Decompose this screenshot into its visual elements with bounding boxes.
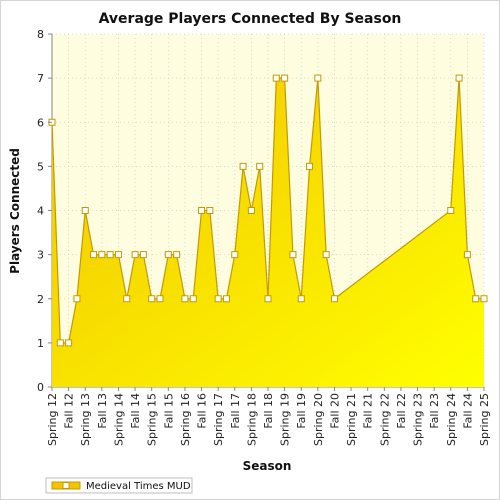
legend-series-label: Medieval Times MUD [86, 481, 191, 492]
data-point-marker [123, 295, 131, 303]
x-tick-label: Spring 16 [179, 393, 192, 446]
x-tick-label: Fall 17 [229, 393, 242, 429]
data-point-marker [65, 339, 73, 347]
data-point-marker [189, 295, 197, 303]
y-tick-label: 2 [37, 293, 44, 306]
data-point-marker [314, 74, 322, 82]
y-tick-label: 6 [37, 116, 44, 129]
x-tick-label: Spring 18 [245, 393, 258, 446]
data-point-marker [114, 251, 122, 259]
y-tick-label: 1 [37, 337, 44, 350]
x-tick-label: Fall 21 [362, 393, 375, 429]
x-tick-label: Fall 16 [196, 393, 209, 429]
data-point-marker [73, 295, 81, 303]
x-tick-label: Spring 25 [478, 393, 491, 446]
y-tick-label: 5 [37, 160, 44, 173]
data-point-marker [264, 295, 272, 303]
data-point-marker [106, 251, 114, 259]
x-tick-label: Spring 12 [46, 393, 59, 446]
data-point-marker [56, 339, 64, 347]
point-markers [48, 74, 488, 347]
data-point-marker [239, 162, 247, 170]
y-tick-label: 4 [37, 205, 44, 218]
data-point-marker [156, 295, 164, 303]
data-point-marker [463, 251, 471, 259]
x-tick-label: Fall 13 [96, 393, 109, 429]
x-tick-label: Fall 22 [395, 393, 408, 429]
x-tick-label: Spring 17 [212, 393, 225, 446]
x-tick-label: Fall 20 [328, 393, 341, 429]
data-point-marker [181, 295, 189, 303]
data-point-marker [306, 162, 314, 170]
data-point-marker [256, 162, 264, 170]
legend-marker [62, 482, 70, 489]
data-point-marker [480, 295, 488, 303]
x-tick-label: Spring 24 [445, 393, 458, 446]
area-fill [52, 78, 484, 387]
data-point-marker [131, 251, 139, 259]
legend: Medieval Times MUD [45, 477, 193, 494]
data-point-marker [90, 251, 98, 259]
y-axis-label: Players Connected [8, 148, 22, 274]
x-tick-label: Spring 23 [412, 393, 425, 446]
data-point-marker [272, 74, 280, 82]
data-point-marker [81, 207, 89, 214]
x-tick-label: Fall 14 [129, 393, 142, 429]
data-point-marker [173, 251, 181, 259]
data-point-marker [330, 295, 338, 303]
data-point-marker [297, 295, 305, 303]
x-tick-label: Spring 13 [79, 393, 92, 446]
x-tick-label: Spring 14 [112, 393, 125, 446]
data-point-marker [289, 251, 297, 259]
x-tick-label: Fall 24 [461, 393, 474, 429]
x-axis-label: Season [243, 459, 292, 473]
x-tick-label: Spring 15 [146, 393, 159, 446]
area-layer [51, 77, 484, 387]
x-tick-label: Fall 12 [63, 393, 76, 429]
data-point-marker [231, 251, 239, 259]
x-tick-label: Spring 22 [378, 393, 391, 446]
y-tick-label: 0 [37, 381, 44, 394]
y-tick-label: 7 [37, 72, 44, 85]
data-point-marker [206, 207, 214, 214]
data-point-marker [472, 295, 480, 303]
data-point-marker [198, 207, 206, 214]
y-tick-label: 3 [37, 249, 44, 262]
legend-box [45, 477, 193, 494]
x-axis-ticks: Spring 12 Fall 12 Spring 13 Fall 13 Spring 1… [46, 387, 491, 446]
data-point-marker [322, 251, 330, 259]
data-point-marker [455, 74, 463, 82]
data-point-marker [148, 295, 156, 303]
data-point-marker [447, 207, 455, 214]
data-point-marker [139, 251, 147, 259]
data-point-marker [98, 251, 106, 259]
x-tick-label: Spring 19 [279, 393, 292, 446]
chart-title: Average Players Connected By Season [99, 11, 402, 27]
data-point-marker [164, 251, 172, 259]
y-axis-ticks: 0 1 2 3 4 5 6 7 8 [37, 28, 52, 394]
x-tick-label: Fall 15 [162, 393, 175, 429]
data-point-marker [222, 295, 230, 303]
y-tick-label: 8 [37, 28, 44, 41]
x-tick-label: Fall 19 [295, 393, 308, 429]
series-line [51, 77, 484, 344]
data-point-marker [214, 295, 222, 303]
x-tick-label: Spring 20 [312, 393, 325, 446]
x-tick-label: Fall 23 [428, 393, 441, 429]
x-tick-label: Fall 18 [262, 393, 275, 429]
x-tick-label: Spring 21 [345, 393, 358, 446]
data-point-marker [247, 207, 255, 214]
data-point-marker [281, 74, 289, 82]
